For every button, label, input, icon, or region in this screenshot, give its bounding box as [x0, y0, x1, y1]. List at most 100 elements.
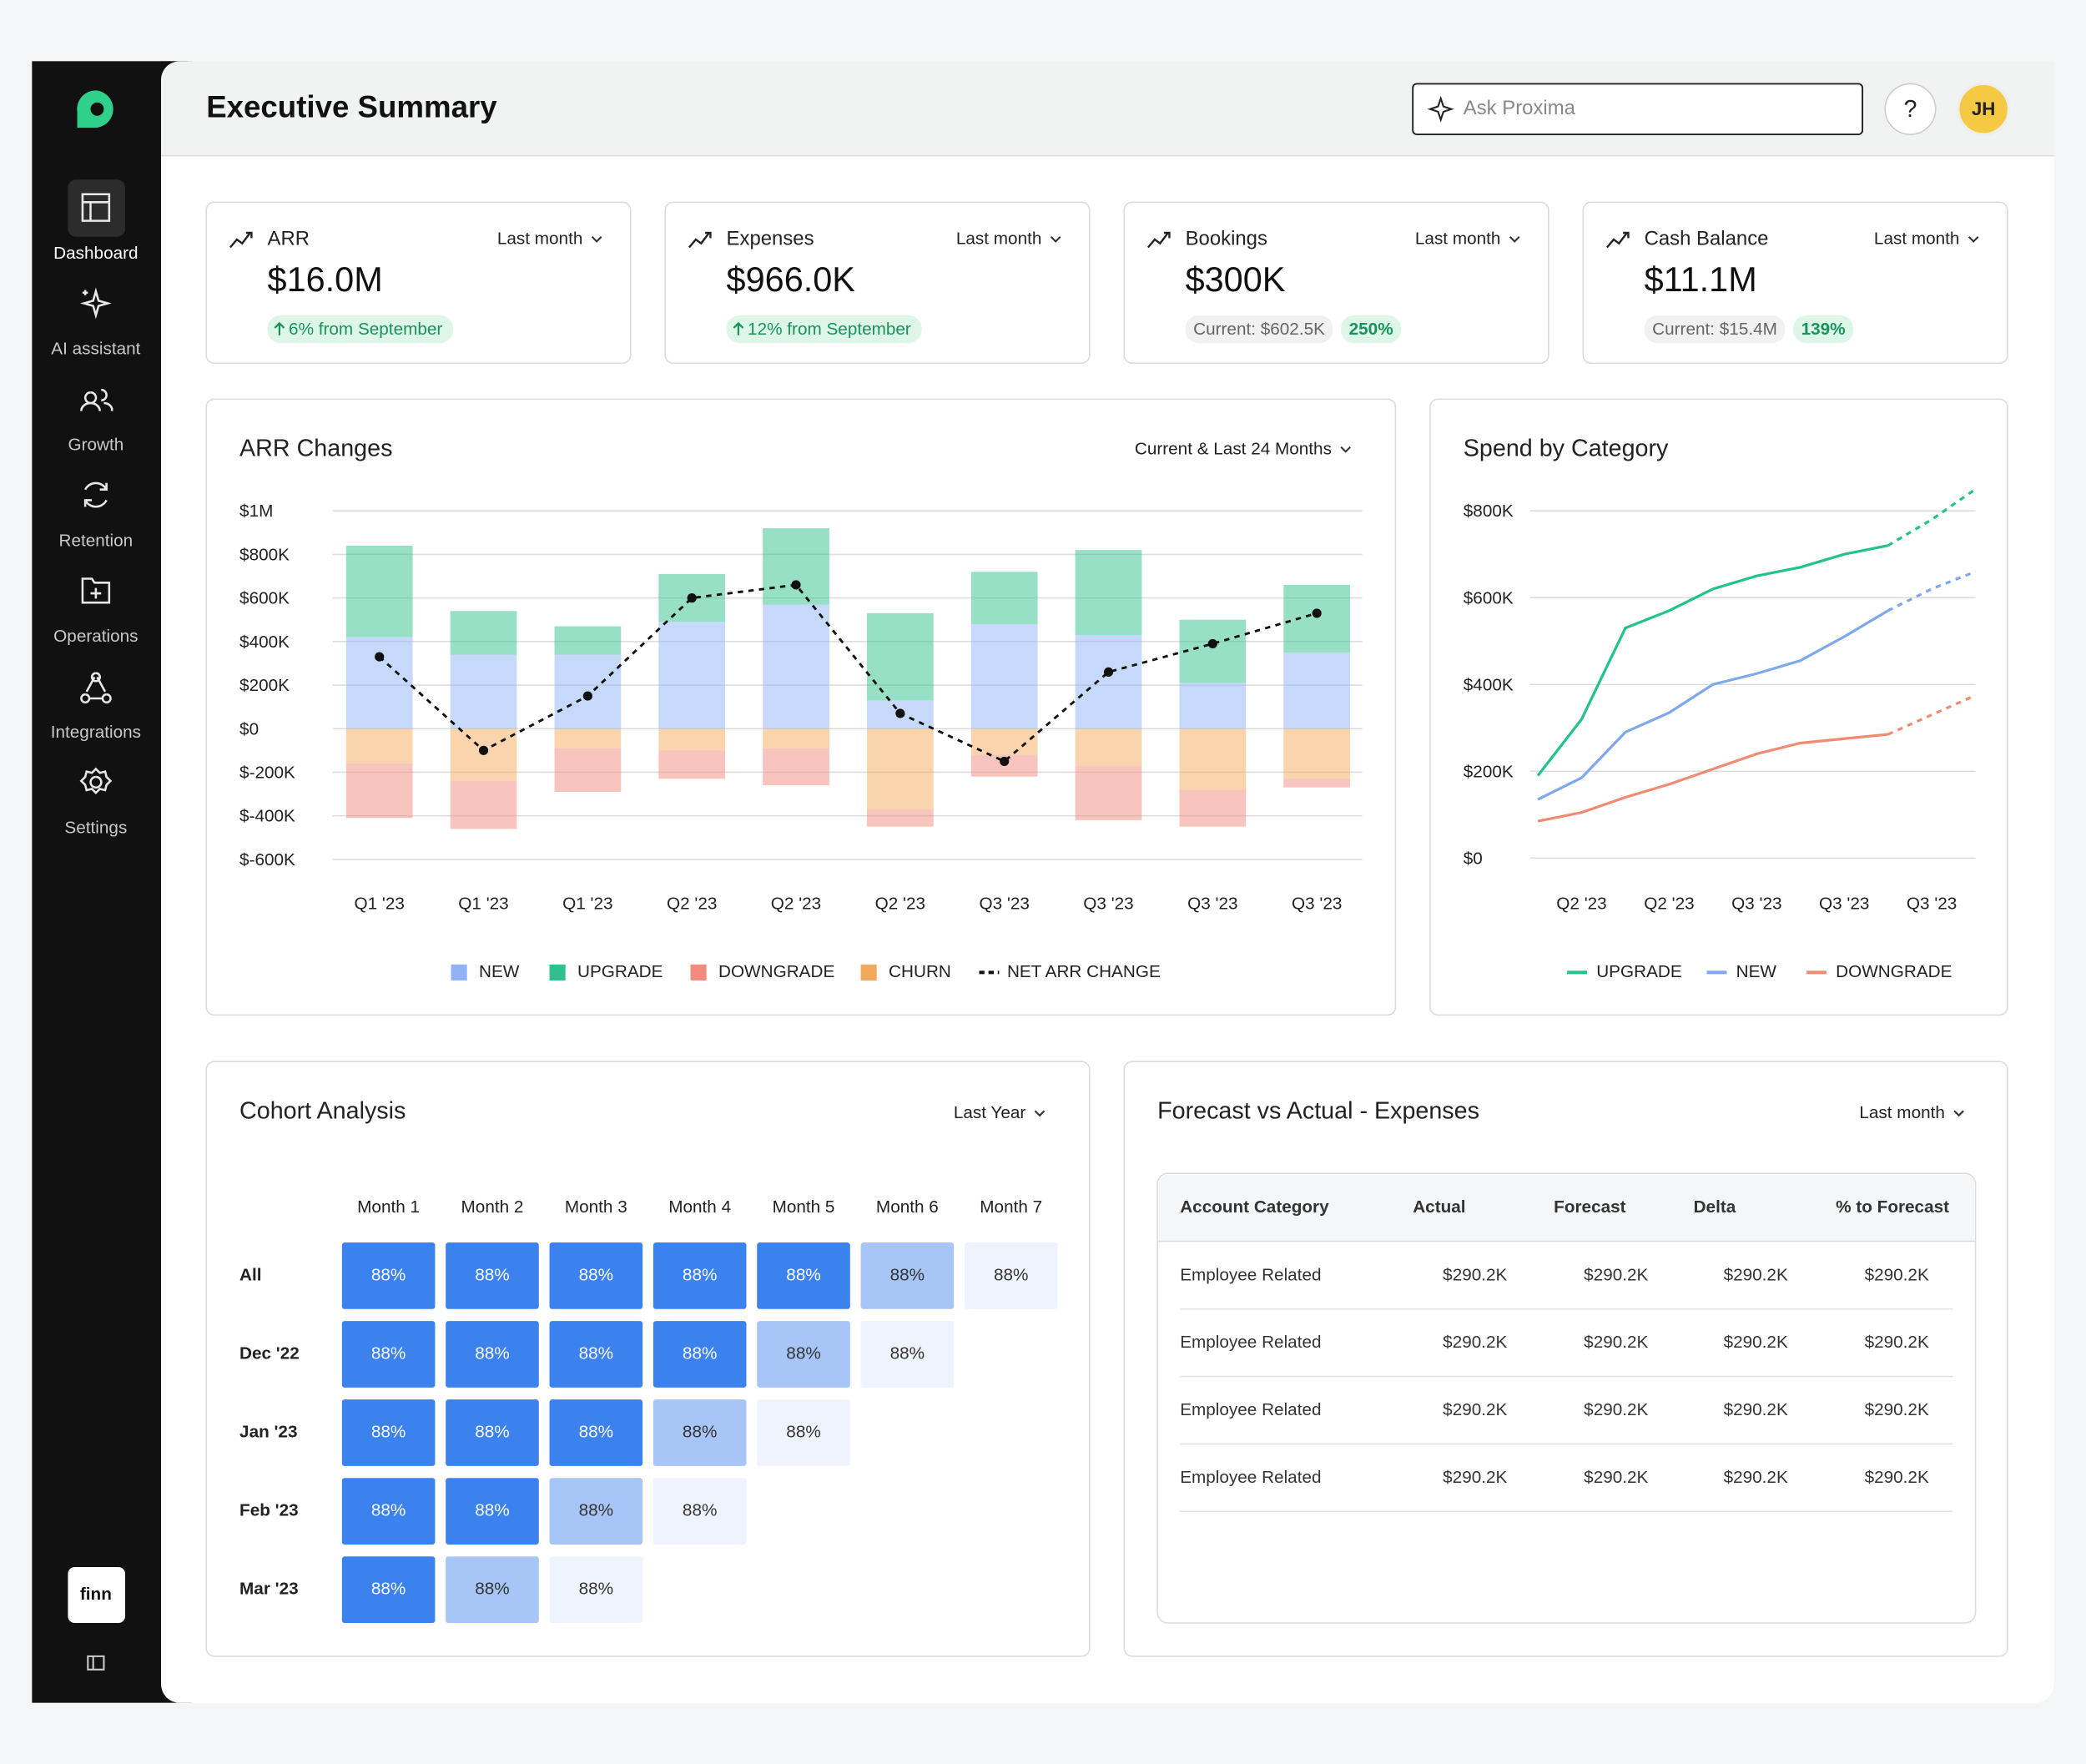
nav-active-bg — [68, 179, 125, 237]
table-cell: Employee Related — [1180, 1468, 1321, 1487]
net-point — [1103, 667, 1114, 677]
cohort-cell — [446, 1242, 539, 1309]
cohort-cell — [860, 1242, 955, 1309]
column-header: Month 4 — [668, 1197, 731, 1217]
card-filter[interactable]: Last month — [1859, 1103, 1945, 1122]
table-header: Forecast — [1554, 1197, 1625, 1217]
change-text: 12% from September — [748, 320, 911, 339]
nav-label[interactable]: Integrations — [51, 723, 141, 742]
cohort-value: 88% — [994, 1265, 1028, 1284]
table-cell: Employee Related — [1180, 1333, 1321, 1352]
change-badge — [726, 315, 922, 344]
kpi-value: $11.1M — [1645, 260, 1757, 299]
logo-hole — [90, 102, 104, 116]
current-text: Current: $15.4M — [1652, 320, 1777, 339]
bar-segment — [345, 545, 413, 638]
cohort-value: 88% — [579, 1501, 613, 1520]
cohort-value: 88% — [371, 1265, 406, 1284]
cohort-value: 88% — [890, 1265, 925, 1284]
bar-segment — [1075, 765, 1142, 820]
cohort-cell — [757, 1399, 850, 1466]
kpi-filter[interactable]: Last month — [1874, 229, 1960, 248]
card-filter[interactable]: Last Year — [954, 1103, 1026, 1122]
x-tick-label: Q3 '23 — [1907, 895, 1957, 914]
cohort-cell — [341, 1242, 436, 1309]
kpi-filter[interactable]: Last month — [497, 229, 583, 248]
nav-label[interactable]: Retention — [59, 531, 134, 550]
legend-label: CHURN — [889, 962, 951, 981]
trend-icon — [688, 231, 712, 249]
cohort-value: 88% — [579, 1265, 613, 1284]
legend-swatch — [860, 964, 877, 980]
y-tick-label: $-200K — [239, 764, 295, 783]
trend-icon — [229, 231, 253, 249]
trend-icon — [1147, 231, 1171, 249]
cohort-cell — [341, 1478, 436, 1545]
legend-label: UPGRADE — [1596, 962, 1681, 981]
chart-filter[interactable]: Current & Last 24 Months — [1135, 439, 1332, 458]
kpi-filter[interactable]: Last month — [956, 229, 1042, 248]
nav-label[interactable]: Settings — [64, 819, 127, 838]
chevron — [1034, 1110, 1046, 1117]
bar-segment — [450, 611, 517, 655]
y-tick-label: $600K — [239, 589, 290, 608]
table-cell: $290.2K — [1724, 1265, 1788, 1284]
cohort-cell — [341, 1321, 436, 1388]
nav-label[interactable]: Dashboard — [53, 244, 138, 263]
search-icon — [1427, 95, 1454, 123]
cohort-cell — [341, 1399, 436, 1466]
cohort-cell — [549, 1242, 643, 1309]
chevron — [1509, 236, 1520, 243]
card-title: Forecast vs Actual - Expenses — [1157, 1097, 1479, 1124]
page-title: Executive Summary — [206, 89, 497, 123]
bar-segment — [345, 728, 413, 764]
help-button[interactable] — [1884, 83, 1937, 135]
legend-label: NET ARR CHANGE — [1007, 962, 1161, 981]
search-placeholder: Ask Proxima — [1464, 97, 1576, 119]
percent-text: 250% — [1349, 320, 1393, 339]
percent-badge — [1341, 315, 1402, 344]
trend-icon — [1606, 231, 1630, 249]
table-frame — [1156, 1172, 1977, 1624]
bar-segment — [763, 748, 829, 786]
collapse-icon[interactable] — [87, 1655, 105, 1671]
current-text: Current: $602.5K — [1193, 320, 1325, 339]
help-label: ? — [1903, 96, 1917, 123]
bar-segment — [658, 728, 726, 751]
cohort-cell — [446, 1399, 539, 1466]
current-badge — [1185, 315, 1333, 344]
nav-label[interactable]: AI assistant — [51, 340, 140, 359]
cohort-cell — [549, 1478, 643, 1545]
bar-segment — [763, 728, 829, 748]
table-cell: Employee Related — [1180, 1400, 1321, 1419]
cohort-value: 88% — [683, 1265, 717, 1284]
bar-segment — [450, 654, 517, 729]
series-line — [1537, 733, 1888, 823]
kpi-filter[interactable]: Last month — [1415, 229, 1501, 248]
bar-segment — [554, 748, 622, 792]
cohort-cell — [653, 1478, 747, 1545]
card-title: Cohort Analysis — [239, 1097, 406, 1124]
net-point — [1000, 756, 1010, 766]
y-tick-label: $-600K — [239, 850, 295, 869]
net-point — [478, 745, 489, 755]
table-cell: $290.2K — [1443, 1333, 1507, 1352]
nav-label[interactable]: Growth — [68, 436, 123, 455]
table-header: % to Forecast — [1836, 1197, 1949, 1217]
search-box[interactable] — [1412, 83, 1864, 135]
column-header: Month 6 — [876, 1197, 939, 1217]
avatar[interactable] — [1957, 82, 2011, 136]
nav-label[interactable]: Operations — [53, 627, 138, 646]
cohort-value: 88% — [475, 1580, 509, 1599]
y-tick-label: $-400K — [239, 807, 295, 826]
cohort-value: 88% — [475, 1265, 509, 1284]
forecast-line — [1887, 487, 1977, 547]
cohort-cell — [341, 1556, 436, 1624]
table-header: Delta — [1694, 1197, 1736, 1217]
cohort-cell — [653, 1399, 747, 1466]
y-tick-label: $200K — [1464, 762, 1514, 781]
y-tick-label: $400K — [239, 633, 290, 652]
table-cell: Employee Related — [1180, 1265, 1321, 1284]
bar-segment — [554, 728, 622, 748]
cohort-cell — [549, 1399, 643, 1466]
